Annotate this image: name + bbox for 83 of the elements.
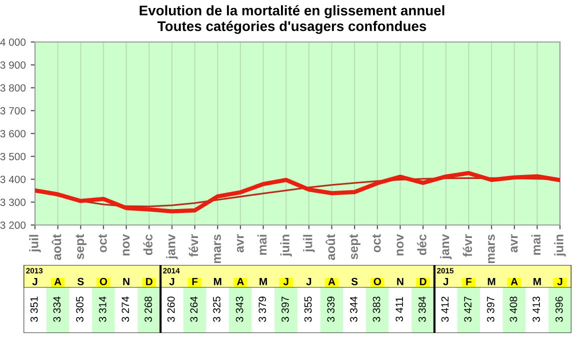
text: F bbox=[192, 278, 198, 286]
y-tick-label: 3 700 bbox=[0, 107, 26, 114]
x-tick-label: févr bbox=[188, 234, 198, 257]
data-label: 3 351 bbox=[30, 296, 38, 322]
text: O bbox=[374, 278, 382, 286]
x-tick-label: juin bbox=[554, 234, 566, 256]
text: O bbox=[100, 278, 108, 286]
x-tick-label: déc bbox=[143, 234, 152, 256]
data-label: 3 379 bbox=[258, 296, 266, 322]
data-label: 3 384 bbox=[418, 296, 426, 322]
text: A bbox=[328, 278, 336, 286]
data-label: 3 314 bbox=[98, 296, 106, 322]
text: F bbox=[466, 278, 472, 286]
x-tick-label: mars bbox=[214, 234, 221, 264]
x-tick-label: avr bbox=[510, 234, 518, 252]
data-label: 3 412 bbox=[441, 296, 449, 322]
data-label: 3 396 bbox=[555, 296, 563, 322]
x-tick-label: oct bbox=[372, 234, 381, 252]
text: D bbox=[146, 278, 152, 286]
x-tick-label: nov bbox=[122, 234, 130, 256]
data-label: 3 268 bbox=[144, 296, 152, 322]
y-tick-label: 3 800 bbox=[0, 84, 26, 92]
x-tick-label: janv bbox=[166, 234, 178, 260]
data-label: 3 427 bbox=[464, 296, 472, 322]
data-label: 3 260 bbox=[167, 296, 175, 322]
x-tick-label: sept bbox=[76, 234, 86, 260]
x-tick-label: déc bbox=[417, 234, 426, 256]
text: A bbox=[236, 278, 244, 286]
text: J bbox=[443, 278, 448, 286]
data-label: 3 397 bbox=[282, 296, 289, 322]
data-label: 3 413 bbox=[532, 296, 540, 322]
data-label: 3 344 bbox=[350, 296, 358, 322]
x-tick-label: janv bbox=[440, 234, 452, 260]
data-label: 3 343 bbox=[236, 296, 244, 322]
data-label: 3 334 bbox=[53, 296, 61, 322]
text: A bbox=[54, 278, 62, 286]
x-tick-label: sept bbox=[350, 234, 360, 260]
text: J bbox=[32, 278, 38, 286]
x-tick-label: août bbox=[52, 234, 62, 260]
text: N bbox=[397, 278, 404, 286]
text: M bbox=[260, 278, 267, 286]
text: M bbox=[534, 278, 541, 286]
data-label: 3 383 bbox=[372, 296, 380, 322]
text: S bbox=[351, 278, 358, 286]
text: M bbox=[488, 278, 496, 286]
x-tick-label: févr bbox=[462, 234, 472, 257]
x-tick-label: nov bbox=[396, 234, 404, 256]
chart-title: Evolution de la mortalité en glissement annuel Toutes catégories d'usagers confondues bbox=[140, 5, 444, 34]
data-label: 3 397 bbox=[486, 296, 494, 322]
data-label: 3 339 bbox=[327, 296, 335, 322]
x-tick-label: mai bbox=[257, 234, 267, 255]
y-tick-label: 3 500 bbox=[0, 152, 26, 160]
text: D bbox=[420, 278, 426, 286]
x-tick-label: juin bbox=[280, 234, 292, 256]
y-tick-label: 3 600 bbox=[0, 130, 26, 138]
text: N bbox=[123, 278, 130, 286]
data-label: 3 411 bbox=[396, 297, 404, 322]
text: M bbox=[214, 278, 222, 286]
text: J bbox=[169, 278, 174, 286]
y-tick-label: 3 300 bbox=[0, 198, 26, 206]
x-tick-label: juil bbox=[303, 234, 315, 252]
line-series bbox=[35, 170, 560, 214]
x-tick-label: oct bbox=[98, 234, 107, 252]
y-tick-label: 3 900 bbox=[0, 61, 26, 69]
data-label: 3 305 bbox=[76, 296, 84, 322]
text: J bbox=[283, 278, 288, 286]
x-tick-label: mars bbox=[488, 234, 495, 264]
y-tick-label: 4 000 bbox=[0, 38, 26, 46]
text: A bbox=[510, 278, 518, 286]
y-tick-label: 3 400 bbox=[0, 176, 26, 184]
data-label: 3 408 bbox=[510, 296, 518, 322]
data-label: 3 274 bbox=[122, 296, 130, 322]
x-tick-label: août bbox=[326, 234, 336, 260]
data-label: 3 355 bbox=[304, 296, 312, 322]
data-label: 3 264 bbox=[190, 296, 198, 322]
x-tick-label: mai bbox=[531, 234, 541, 255]
text: S bbox=[77, 278, 84, 286]
x-tick-label: juil bbox=[29, 234, 41, 252]
text: J bbox=[557, 278, 562, 286]
y-tick-label: 3 200 bbox=[0, 222, 26, 229]
text: J bbox=[306, 278, 312, 286]
x-tick-label: avr bbox=[236, 234, 244, 252]
data-label: 3 325 bbox=[213, 296, 220, 322]
